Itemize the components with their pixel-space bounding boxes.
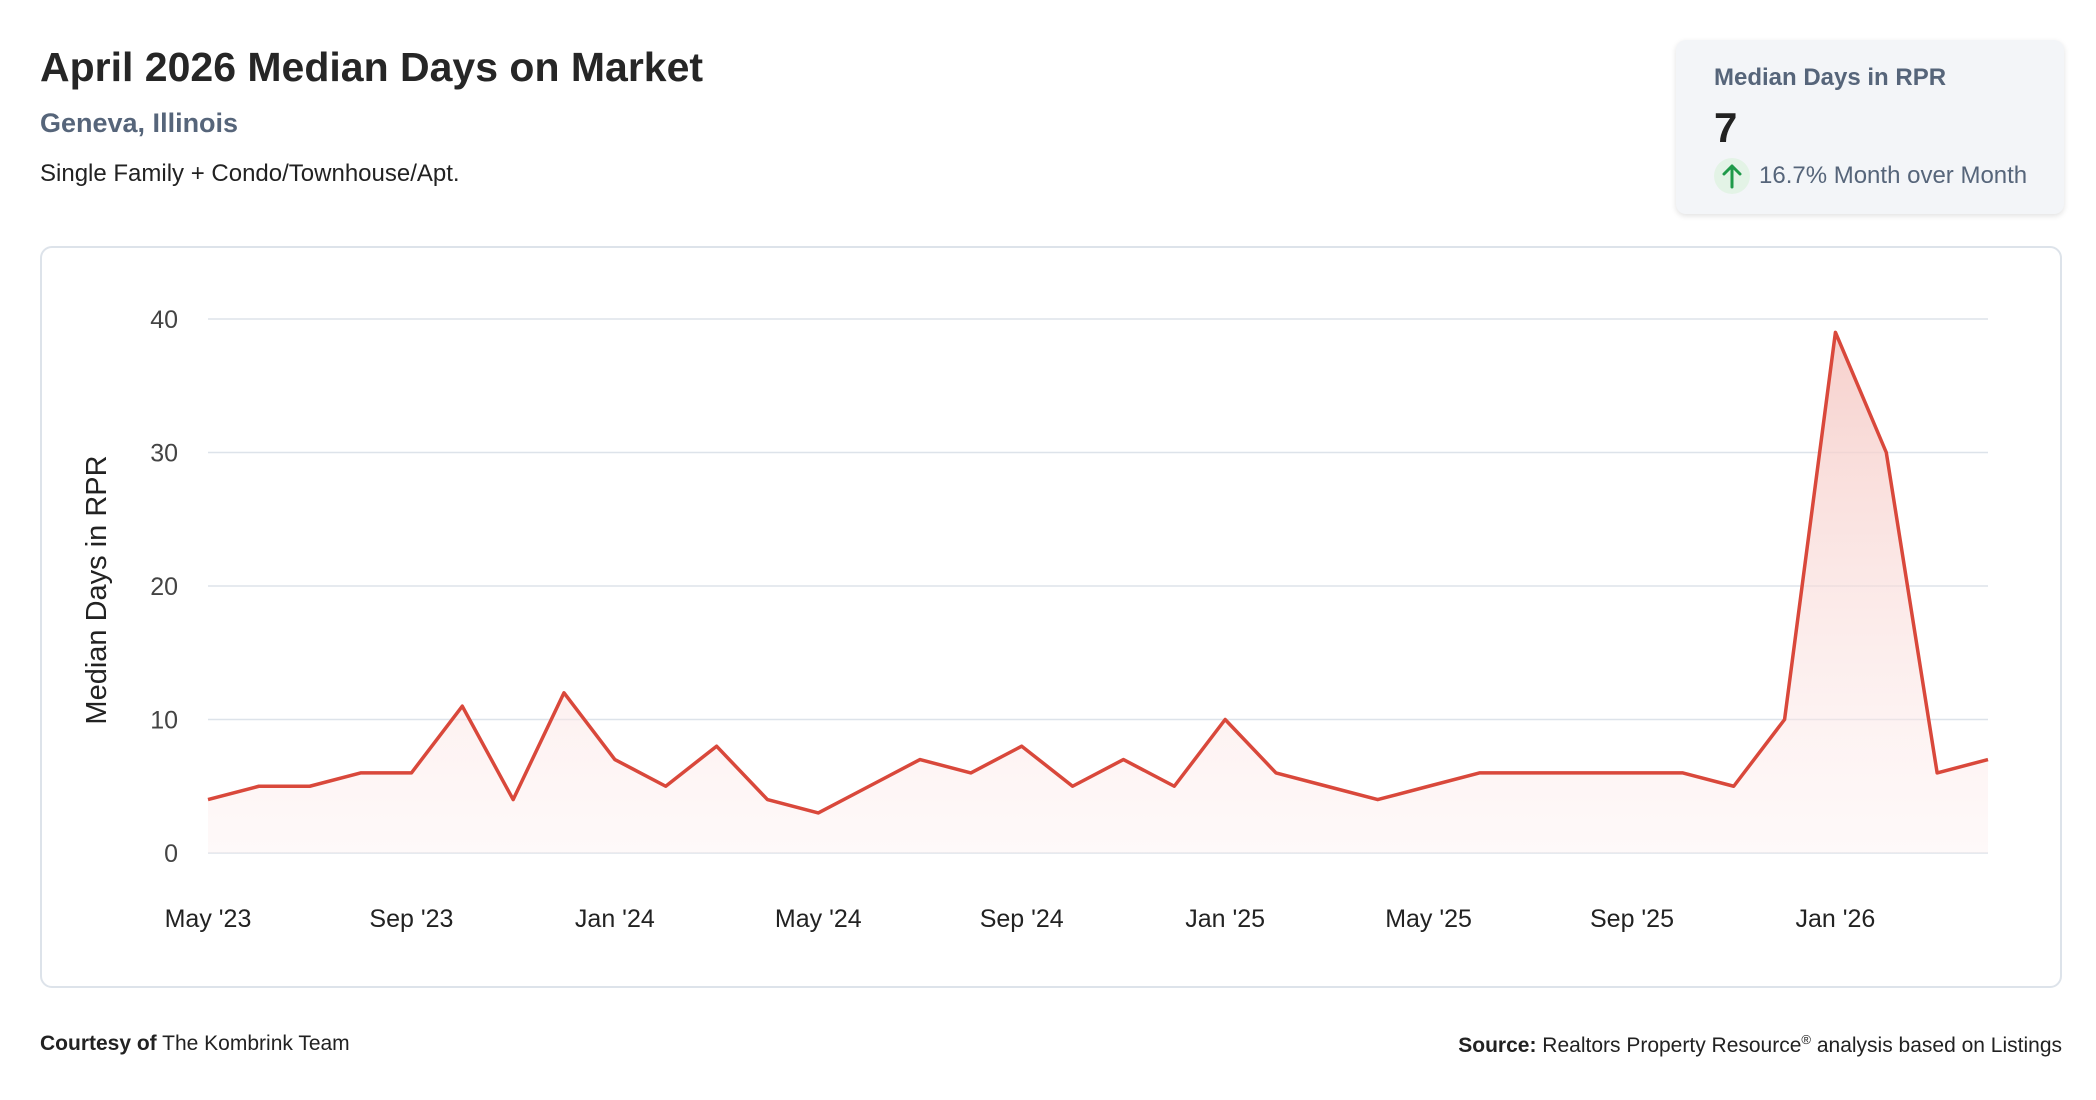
kpi-card: Median Days in RPR 7 16.7% Month over Mo…	[1676, 40, 2064, 214]
y-tick-label: 30	[150, 440, 178, 468]
data-point[interactable]	[1728, 780, 1740, 792]
y-tick-label: 10	[150, 707, 178, 735]
data-point[interactable]	[304, 780, 316, 792]
data-point[interactable]	[1117, 754, 1129, 766]
data-point[interactable]	[1423, 780, 1435, 792]
registered-mark: ®	[1801, 1032, 1811, 1047]
data-point[interactable]	[1168, 780, 1180, 792]
data-point[interactable]	[1473, 767, 1485, 779]
days-on-market-chart: 0 10 20 30 40 May '23 Sep '23 Jan '24 May '24 Se…	[81, 306, 1994, 933]
data-point[interactable]	[1321, 780, 1333, 792]
data-point[interactable]	[1880, 447, 1892, 459]
kpi-label: Median Days in RPR	[1714, 64, 1947, 91]
data-point[interactable]	[1982, 754, 1994, 766]
data-point[interactable]	[1677, 767, 1689, 779]
x-tick-label: Jan '24	[575, 905, 655, 933]
source-rest: analysis based on Listings	[1816, 1034, 2062, 1057]
data-point[interactable]	[965, 767, 977, 779]
x-tick-label: Jan '26	[1796, 905, 1876, 933]
data-point[interactable]	[1067, 780, 1079, 792]
data-point[interactable]	[507, 794, 519, 806]
source-name: Realtors Property Resource	[1542, 1034, 1802, 1057]
data-point[interactable]	[355, 767, 367, 779]
data-point[interactable]	[1372, 794, 1384, 806]
x-tick-label: May '25	[1385, 905, 1472, 933]
location-subtitle: Geneva, Illinois	[40, 108, 239, 138]
data-point[interactable]	[761, 794, 773, 806]
source-label: Source:	[1458, 1034, 1537, 1057]
y-axis-label: Median Days in RPR	[81, 455, 113, 724]
kpi-change: 16.7% Month over Month	[1714, 158, 2027, 194]
y-tick-label: 20	[150, 573, 178, 601]
x-tick-label: Sep '23	[369, 905, 453, 933]
kpi-value: 7	[1714, 104, 1738, 151]
data-point[interactable]	[456, 700, 468, 712]
x-tick-label: Jan '25	[1185, 905, 1265, 933]
data-point[interactable]	[1626, 767, 1638, 779]
arrow-up-icon	[1714, 158, 1750, 194]
x-tick-label: Sep '24	[980, 905, 1064, 933]
data-point[interactable]	[1219, 714, 1231, 726]
series-line	[207, 330, 1989, 815]
courtesy-label: Courtesy of	[40, 1032, 157, 1055]
y-tick-label: 40	[150, 306, 178, 334]
kpi-change-text: 16.7% Month over Month	[1759, 162, 2028, 189]
data-point[interactable]	[202, 794, 214, 806]
data-point[interactable]	[1829, 326, 1841, 338]
data-point[interactable]	[660, 780, 672, 792]
data-point[interactable]	[609, 754, 621, 766]
property-types-label: Single Family + Condo/Townhouse/Apt.	[40, 160, 460, 187]
footer-courtesy: Courtesy of The Kombrink Team	[40, 1032, 350, 1056]
data-point[interactable]	[1524, 767, 1536, 779]
x-tick-label: Sep '25	[1590, 905, 1674, 933]
data-point[interactable]	[914, 754, 926, 766]
footer-source: Source: Realtors Property Resource® anal…	[1458, 1032, 2062, 1058]
data-point[interactable]	[863, 780, 875, 792]
data-point[interactable]	[1779, 714, 1791, 726]
x-tick-label: May '24	[775, 905, 862, 933]
data-point[interactable]	[1270, 767, 1282, 779]
y-tick-label: 0	[164, 840, 178, 868]
data-point[interactable]	[1016, 740, 1028, 752]
data-point[interactable]	[1575, 767, 1587, 779]
x-tick-label: May '23	[165, 905, 252, 933]
page-title: April 2026 Median Days on Market	[40, 44, 704, 90]
courtesy-name: The Kombrink Team	[162, 1032, 350, 1055]
data-point[interactable]	[405, 767, 417, 779]
data-point[interactable]	[711, 740, 723, 752]
data-point[interactable]	[812, 807, 824, 819]
data-point[interactable]	[253, 780, 265, 792]
series-area	[208, 332, 1988, 854]
chart-panel: 0 10 20 30 40 May '23 Sep '23 Jan '24 May '24 Se…	[40, 246, 2062, 988]
data-point[interactable]	[558, 687, 570, 699]
data-point[interactable]	[1931, 767, 1943, 779]
